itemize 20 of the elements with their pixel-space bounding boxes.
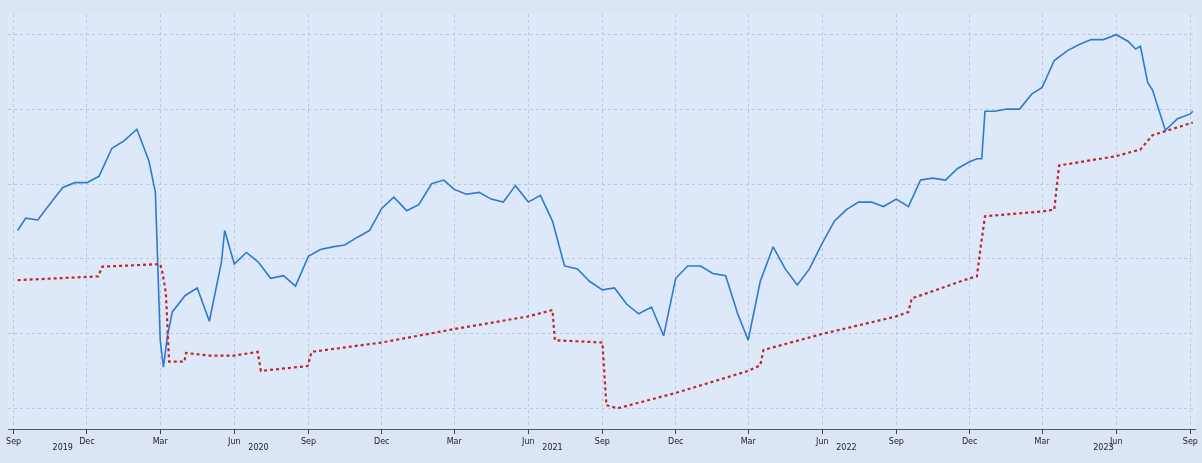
x-tick-label: Mar [740, 436, 757, 446]
x2-tick-label: 2020 [248, 443, 269, 452]
x-tick-label: Jun [227, 436, 241, 446]
x-tick-label: Dec [79, 436, 95, 446]
x-tick-label: Sep [1182, 436, 1198, 446]
x-tick-label: Dec [667, 436, 684, 446]
x-tick-label: Dec [373, 436, 390, 446]
x-tick-label: Sep [888, 436, 904, 446]
x-tick-label: Mar [446, 436, 463, 446]
x-tick-label: Sep [6, 436, 22, 446]
x-tick-label: Jun [521, 436, 535, 446]
x-tick-label: Mar [152, 436, 169, 446]
x2-tick-label: 2019 [52, 443, 73, 452]
x2-tick-label: 2021 [542, 443, 563, 452]
x-tick-label: Mar [1034, 436, 1051, 446]
x-tick-label: Sep [300, 436, 316, 446]
x-tick-label: Jun [815, 436, 829, 446]
x-tick-label: Sep [594, 436, 610, 446]
x2-tick-label: 2022 [836, 443, 857, 452]
x-tick-label: Dec [961, 436, 978, 446]
